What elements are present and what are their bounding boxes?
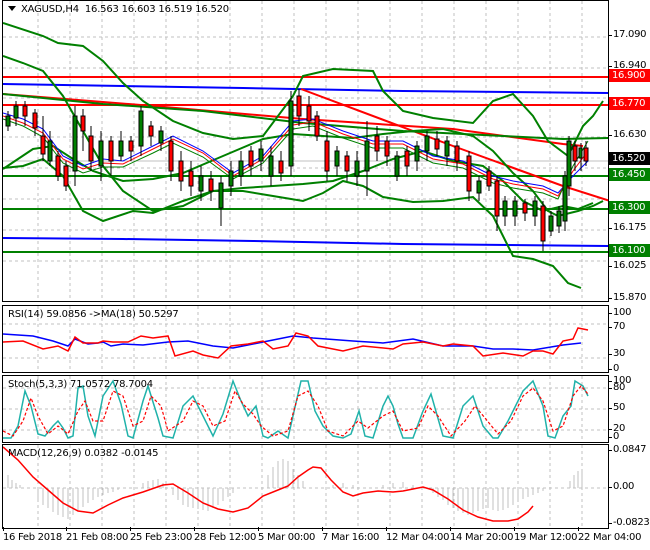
triangle-down-icon[interactable] <box>8 6 16 11</box>
rsi-title: RSI(14) 59.0856 ->MA(18) 50.5297 <box>8 309 179 320</box>
price-tick: 16.630 <box>608 129 647 140</box>
symbol-label: XAGUSD,H4 <box>21 4 79 15</box>
stoch-tick: 100 <box>608 375 632 386</box>
time-label: 7 Mar 16:00 <box>322 527 380 543</box>
rsi-canvas <box>3 306 608 372</box>
rsi-axis: 100 70 30 0 <box>608 305 650 374</box>
time-axis: 16 Feb 2018 21 Feb 08:00 25 Feb 23:00 28… <box>0 527 650 550</box>
time-label: 12 Mar 04:00 <box>386 527 450 543</box>
macd-canvas <box>3 445 608 528</box>
stoch-tick: 0 <box>608 431 620 442</box>
time-label: 22 Mar 04:00 <box>578 527 642 543</box>
stochastic-title: Stoch(5,3,3) 71.0572 78.7004 <box>8 379 153 390</box>
time-label: 19 Mar 12:00 <box>514 527 578 543</box>
macd-axis: 0.0847 0.00 -0.0823 <box>608 444 650 529</box>
time-label: 5 Mar 00:00 <box>258 527 316 543</box>
rsi-panel[interactable]: RSI(14) 59.0856 ->MA(18) 50.5297 <box>2 305 609 373</box>
chart-header: XAGUSD,H4 16.563 16.603 16.519 16.520 <box>8 4 229 15</box>
price-axis: 17.090 16.940 16.630 16.175 16.025 15.87… <box>608 0 650 303</box>
rsi-tick: 0 <box>608 363 620 374</box>
price-chart-canvas <box>3 1 608 301</box>
stochastic-panel[interactable]: Stoch(5,3,3) 71.0572 78.7004 <box>2 375 609 443</box>
time-label: 25 Feb 23:00 <box>130 527 193 543</box>
stochastic-axis: 100 80 50 20 0 <box>608 375 650 443</box>
time-label: 21 Feb 08:00 <box>66 527 129 543</box>
price-tick: 15.870 <box>608 292 647 303</box>
macd-title: MACD(12,26,9) 0.0382 -0.0145 <box>8 448 159 459</box>
macd-tick: 0.0847 <box>608 444 647 455</box>
macd-tick: -0.0823 <box>609 517 650 528</box>
price-tick: 16.175 <box>608 222 647 233</box>
macd-panel[interactable]: MACD(12,26,9) 0.0382 -0.0145 <box>2 444 609 529</box>
price-tick: 17.090 <box>608 29 647 40</box>
current-price-label: 16.520 <box>609 152 650 165</box>
rsi-tick: 30 <box>608 348 626 359</box>
level-label-resistance-1: 16.900 <box>609 69 650 82</box>
stochastic-canvas <box>3 376 608 442</box>
level-label-support-1: 16.450 <box>609 168 650 181</box>
stoch-tick: 80 <box>608 382 626 393</box>
level-label-support-2: 16.300 <box>609 201 650 214</box>
macd-tick: 0.00 <box>608 481 635 492</box>
time-label: 16 Feb 2018 <box>3 527 62 543</box>
level-label-support-3: 16.100 <box>609 244 650 257</box>
ohlc-values: 16.563 16.603 16.519 16.520 <box>84 4 229 15</box>
level-label-resistance-2: 16.770 <box>609 97 650 110</box>
stoch-tick: 20 <box>608 423 626 434</box>
time-label: 28 Feb 12:00 <box>194 527 257 543</box>
rsi-tick: 70 <box>608 321 626 332</box>
price-tick: 16.025 <box>608 260 647 271</box>
price-chart-panel[interactable]: XAGUSD,H4 16.563 16.603 16.519 16.520 <box>2 0 609 302</box>
stoch-tick: 50 <box>608 402 626 413</box>
rsi-tick: 100 <box>608 307 632 318</box>
price-tick: 16.940 <box>608 60 647 71</box>
time-label: 14 Mar 20:00 <box>450 527 514 543</box>
